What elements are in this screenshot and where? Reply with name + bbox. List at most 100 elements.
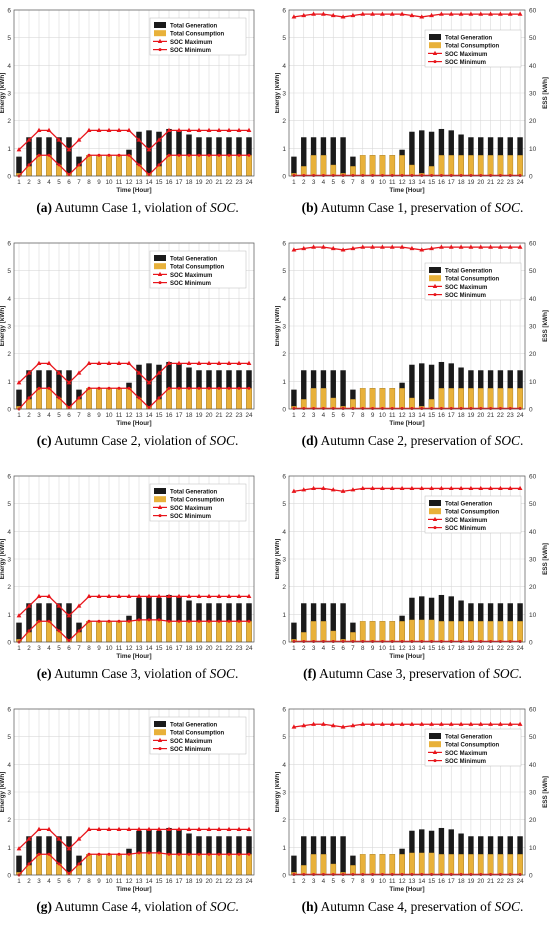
marker-soc-min xyxy=(217,386,221,390)
marker-soc-min xyxy=(237,619,241,623)
x-tick-label: 8 xyxy=(87,645,91,652)
x-tick-label: 10 xyxy=(105,179,113,186)
bar-generation xyxy=(438,594,445,642)
legend-swatch-generation xyxy=(429,34,441,40)
y-tick-label: 2 xyxy=(7,351,11,358)
bar-generation xyxy=(166,594,172,642)
x-tick-label: 3 xyxy=(37,412,41,419)
x-tick-label: 15 xyxy=(155,878,163,885)
bar-consumption xyxy=(216,621,222,643)
bar-generation xyxy=(419,363,425,409)
marker-soc-max xyxy=(246,826,252,831)
bar-consumption xyxy=(369,388,376,410)
y-tick-label: 0 xyxy=(282,174,286,181)
caption-term: SOC xyxy=(493,666,519,681)
marker-soc-max xyxy=(206,593,212,598)
bar-generation xyxy=(16,622,22,642)
marker-soc-max xyxy=(36,127,42,132)
x-tick-label: 7 xyxy=(351,645,355,652)
x-tick-label: 21 xyxy=(215,878,223,885)
x-tick-label: 19 xyxy=(195,878,203,885)
legend-label-soc_min: SOC Minimum xyxy=(445,526,486,532)
x-tick-label: 6 xyxy=(67,412,71,419)
marker-soc-max xyxy=(350,487,356,492)
bar-consumption xyxy=(359,854,366,876)
caption-term: SOC xyxy=(209,666,235,681)
caption-text: Autumn Case 1, preservation of xyxy=(318,200,495,215)
y-tick-label: 3 xyxy=(282,324,286,331)
marker-soc-max xyxy=(66,846,72,851)
legend-marker-soc-min xyxy=(158,747,162,751)
marker-soc-min xyxy=(77,163,81,167)
marker-soc-min xyxy=(292,872,296,876)
bar-consumption xyxy=(320,621,327,643)
marker-soc-max xyxy=(360,485,366,491)
marker-soc-min xyxy=(479,406,483,410)
bar-consumption xyxy=(196,854,202,876)
marker-soc-max xyxy=(439,11,444,16)
bar-consumption xyxy=(136,619,142,643)
marker-soc-max xyxy=(478,244,484,249)
x-tick-label: 12 xyxy=(399,412,407,419)
marker-soc-max xyxy=(458,244,464,249)
x-tick-label: 1 xyxy=(17,412,21,419)
marker-soc-max xyxy=(56,137,62,142)
legend-label-soc_min: SOC Minimum xyxy=(445,759,486,765)
y-tick-label: 6 xyxy=(282,474,286,481)
line-soc-min xyxy=(18,387,249,410)
marker-soc-min xyxy=(107,619,111,623)
bar-consumption xyxy=(477,854,484,876)
legend-swatch-generation xyxy=(154,488,166,494)
marker-soc-min xyxy=(331,406,335,410)
bar-consumption xyxy=(186,388,192,410)
marker-soc-max xyxy=(166,826,172,831)
line-soc-max xyxy=(18,595,249,617)
marker-soc-min xyxy=(187,153,191,157)
x-tick-label: 20 xyxy=(205,179,213,186)
marker-soc-min xyxy=(449,872,453,876)
marker-soc-max xyxy=(399,485,405,491)
marker-soc-min xyxy=(321,406,325,410)
x-tick-label: 4 xyxy=(322,412,326,419)
marker-soc-min xyxy=(518,639,522,643)
x-tick-label: 8 xyxy=(87,179,91,186)
marker-soc-min xyxy=(351,173,355,177)
bar-consumption xyxy=(517,621,523,643)
bar-generation xyxy=(438,128,445,176)
marker-soc-min xyxy=(430,639,434,643)
legend-label-soc_max: SOC Maximum xyxy=(445,518,487,524)
marker-soc-max xyxy=(66,147,72,152)
marker-soc-max xyxy=(216,593,222,598)
bar-generation xyxy=(340,137,346,176)
marker-soc-min xyxy=(380,406,384,410)
y-right-tick-label: 0 xyxy=(529,640,533,647)
y-right-tick-label: 0 xyxy=(529,174,533,181)
marker-soc-max xyxy=(156,370,162,375)
bar-consumption xyxy=(116,854,122,876)
bar-consumption xyxy=(106,854,112,876)
caption-letter: (a) xyxy=(36,200,52,215)
marker-soc-max xyxy=(16,147,22,152)
bar-consumption xyxy=(428,619,435,643)
x-tick-label: 2 xyxy=(302,179,306,186)
x-tick-label: 5 xyxy=(57,412,61,419)
marker-soc-max xyxy=(36,593,42,598)
line-soc-max xyxy=(18,362,249,384)
bar-generation xyxy=(340,603,346,642)
x-tick-label: 14 xyxy=(145,179,153,186)
legend-swatch-consumption xyxy=(154,729,166,736)
x-tick-label: 11 xyxy=(389,412,396,419)
marker-soc-min xyxy=(439,173,443,177)
y-right-tick-label: 40 xyxy=(529,529,537,536)
x-tick-label: 22 xyxy=(497,645,505,652)
caption-text: Autumn Case 4, preservation of xyxy=(318,899,495,914)
marker-soc-max xyxy=(360,244,366,249)
marker-soc-max xyxy=(236,360,242,365)
bar-consumption xyxy=(86,155,92,177)
x-tick-label: 13 xyxy=(408,412,416,419)
bar-consumption xyxy=(310,155,317,177)
caption-letter: (c) xyxy=(36,433,52,448)
marker-soc-max xyxy=(116,826,122,831)
y-right-tick-label: 30 xyxy=(529,790,537,797)
